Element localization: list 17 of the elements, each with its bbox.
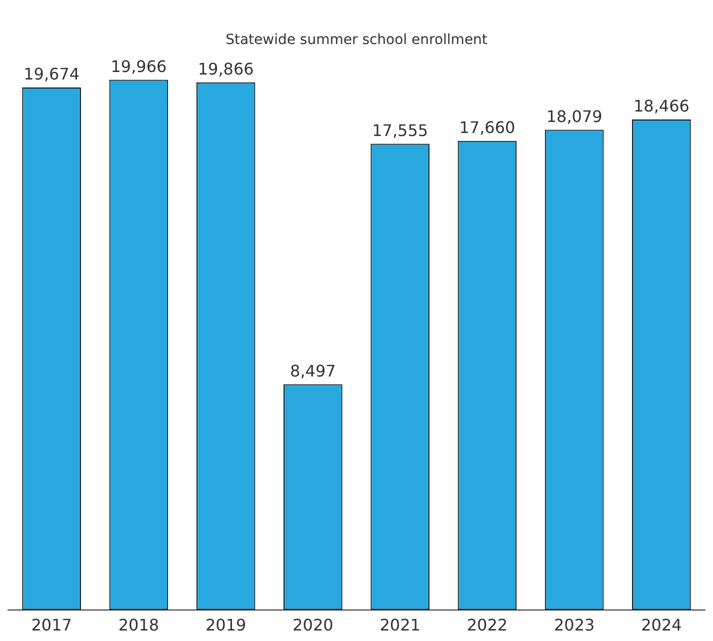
x-tick-label: 2021 (380, 616, 420, 635)
x-tick-label: 2019 (205, 616, 246, 635)
data-label: 17,555 (372, 120, 428, 140)
x-tick-label: 2017 (31, 616, 72, 635)
data-label: 18,466 (633, 96, 690, 116)
data-label: 8,497 (290, 361, 336, 380)
data-label: 19,966 (110, 56, 167, 76)
data-label: 17,660 (459, 118, 516, 138)
data-label: 19,674 (24, 64, 80, 84)
x-tick-label: 2023 (554, 616, 595, 635)
data-label: 19,866 (198, 60, 254, 79)
x-tick-label: 2020 (292, 616, 334, 635)
x-tick-label: 2018 (118, 616, 160, 635)
chart-title: Statewide summer school enrollment (226, 32, 488, 48)
data-label: 18,079 (546, 106, 602, 126)
x-tick-label: 2022 (466, 616, 508, 635)
x-tick-label: 2024 (641, 616, 682, 635)
